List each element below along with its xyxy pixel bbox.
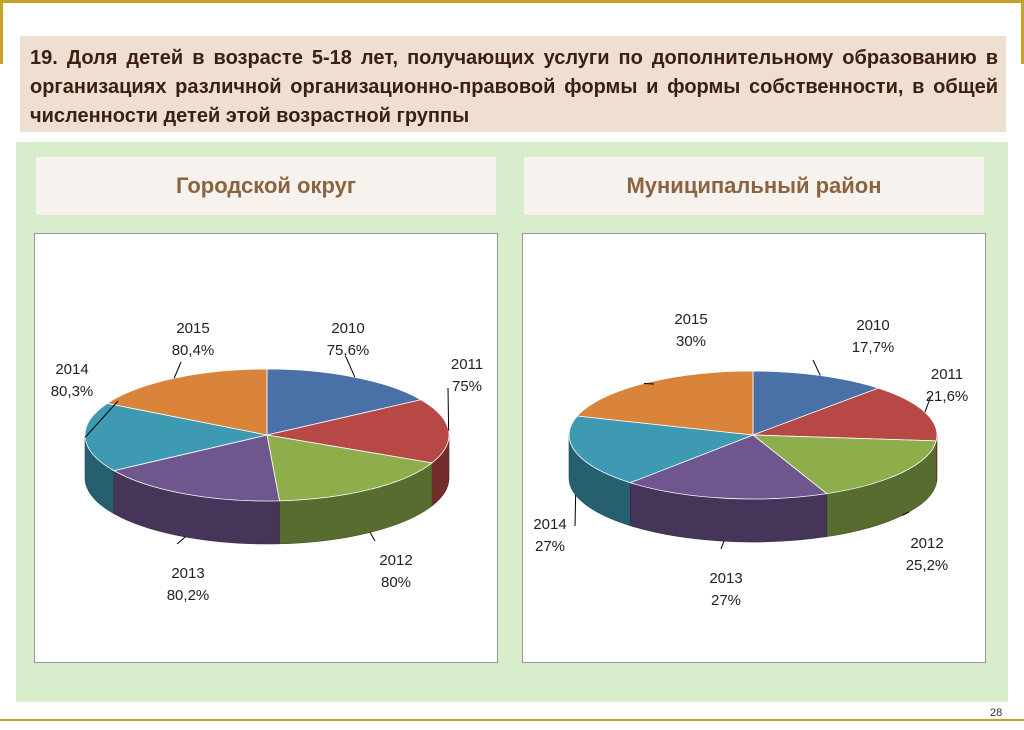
leader-line-2015 (173, 361, 182, 379)
data-label-year-2015: 2015 (176, 320, 209, 337)
data-label-value-2013: 80,2% (167, 587, 210, 604)
leader-line-2015 (643, 382, 655, 385)
leader-line-2012 (369, 532, 376, 542)
title-banner: 19. Доля детей в возрасте 5-18 лет, полу… (20, 36, 1006, 132)
frame-top-line (0, 0, 1024, 3)
data-label-value-2015: 30% (676, 333, 706, 350)
pie-chart-municipal-district: 2010 17,7% 2011 21,6% 2012 25,2% 2013 27% 2014 27… (522, 233, 986, 663)
frame-right-line (1021, 0, 1024, 64)
data-label-year-2013: 2013 (709, 570, 742, 587)
pie-slice-2011 (752, 387, 938, 442)
page-number: 28 (990, 707, 1003, 719)
data-label-year-2010: 2010 (331, 320, 364, 337)
chart-title-municipal-district: Муниципальный район (524, 157, 984, 215)
data-label-value-2013: 27% (711, 592, 741, 609)
leader-line-2012 (901, 511, 910, 516)
data-label-year-2010: 2010 (856, 317, 889, 334)
data-label-value-2010: 17,7% (852, 339, 895, 356)
pie-slice-2010 (266, 368, 422, 436)
data-label-year-2012: 2012 (910, 535, 943, 552)
data-label-value-2011: 21,6% (926, 388, 969, 405)
pie-slice-2013 (629, 434, 828, 500)
leader-line-2013 (176, 536, 186, 545)
data-label-year-2013: 2013 (171, 565, 204, 582)
data-label-value-2014: 80,3% (51, 383, 94, 400)
leader-line-2011 (447, 387, 450, 431)
data-label-year-2012: 2012 (379, 552, 412, 569)
pie-slice-2014 (84, 402, 268, 472)
data-label-value-2012: 25,2% (906, 557, 949, 574)
pie-slice-2013 (112, 434, 280, 502)
data-label-value-2014: 27% (535, 538, 565, 555)
data-label-year-2011: 2011 (931, 366, 963, 383)
pie-chart-svg-urban: 2010 75,6% 2011 75% 2012 80% 2013 80,2% 2014 80,3… (51, 320, 483, 604)
data-label-year-2011: 2011 (451, 356, 483, 373)
data-label-year-2014: 2014 (55, 361, 88, 378)
chart-title-urban-district: Городской округ (36, 157, 496, 215)
pie-slice-2014 (568, 415, 754, 484)
leader-line-2014 (574, 495, 577, 527)
frame-bottom-line (0, 719, 1024, 721)
frame-left-line (0, 0, 3, 64)
leader-line-2013 (720, 541, 725, 550)
pie-slice-2012 (751, 434, 937, 495)
pie-slice-2012 (266, 434, 433, 502)
pie-chart-urban-district: 2010 75,6% 2011 75% 2012 80% 2013 80,2% 2014 80,3… (34, 233, 498, 663)
leader-line-2010 (812, 359, 821, 376)
leader-line-2011 (924, 395, 932, 413)
data-label-value-2012: 80% (381, 574, 411, 591)
leader-line-2010 (345, 356, 356, 378)
pie-slice-2011 (266, 399, 450, 464)
pie-chart-svg-municipal: 2010 17,7% 2011 21,6% 2012 25,2% 2013 27% 2014 27… (533, 311, 969, 609)
data-label-value-2011: 75% (452, 378, 482, 395)
slide-title: 19. Доля детей в возрасте 5-18 лет, полу… (30, 47, 998, 127)
data-label-value-2010: 75,6% (327, 342, 370, 359)
data-label-value-2015: 80,4% (172, 342, 215, 359)
data-label-year-2015: 2015 (674, 311, 707, 328)
data-label-year-2014: 2014 (533, 516, 566, 533)
pie-slice-2010 (752, 370, 880, 436)
leader-line-2014 (84, 400, 119, 438)
